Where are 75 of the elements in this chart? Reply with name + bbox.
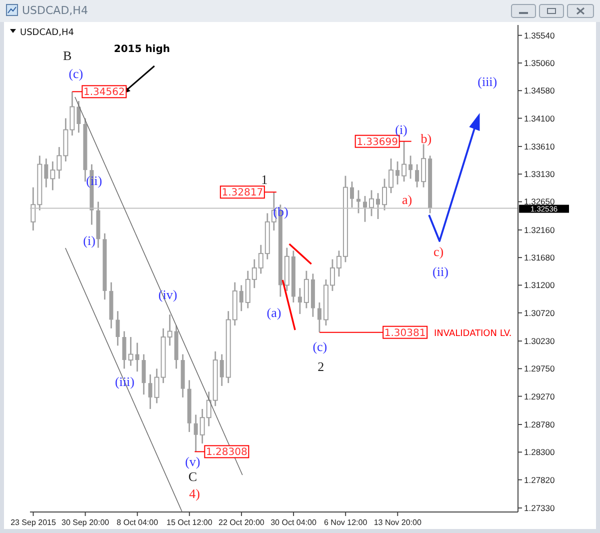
y-tick-label: 1.30720 <box>524 308 555 318</box>
y-tick-label: 1.34100 <box>524 113 555 124</box>
y-tick-label: 1.33610 <box>524 141 555 152</box>
annotation: (a) <box>266 305 282 320</box>
chart-subtitle: USDCAD,H4 <box>20 28 74 38</box>
y-tick-label: 1.35060 <box>524 58 555 68</box>
chart-title: USDCAD,H4 <box>22 4 88 17</box>
annotation: 1.28308 <box>206 447 248 458</box>
candlestick <box>44 158 48 188</box>
ref-line-label: INVALIDATION LV. <box>434 328 512 339</box>
candlestick <box>135 342 140 372</box>
annotation: 4) <box>189 486 200 501</box>
x-tick-label: 13 Nov 20:00 <box>374 518 422 527</box>
candlestick <box>116 310 120 346</box>
y-tick-label: 1.32160 <box>524 224 555 235</box>
annotation: 1.33699 <box>356 136 398 148</box>
annotation: b) <box>420 131 432 146</box>
y-tick-label: 1.29270 <box>524 391 555 402</box>
y-tick-label: 1.33130 <box>524 169 555 180</box>
candlestick <box>368 190 374 217</box>
x-tick-label: 8 Oct 04:00 <box>116 518 159 527</box>
candlestick <box>317 302 322 334</box>
annotation: (c) <box>68 66 84 81</box>
y-tick-label: 1.28300 <box>524 447 555 458</box>
y-tick-label: 1.35540 <box>524 30 555 40</box>
annotation: 1.32817 <box>222 188 264 199</box>
candlestick <box>76 100 81 134</box>
candlestick <box>239 284 244 312</box>
candlestick <box>408 154 413 180</box>
candlestick <box>142 354 146 396</box>
x-tick-label: 23 Sep 2015 <box>10 518 56 527</box>
x-tick-label: 30 Oct 04:00 <box>270 518 317 527</box>
y-tick-label: 1.27820 <box>524 474 555 485</box>
annotation: 1.30381 <box>384 328 426 339</box>
annotation: (ii) <box>432 264 448 279</box>
y-tick-label: 1.29750 <box>524 364 555 374</box>
y-tick-label: 1.34580 <box>524 86 555 96</box>
annotation: (iii) <box>478 74 498 89</box>
candlestick <box>396 160 400 186</box>
annotation: (c) <box>312 339 328 354</box>
candlestick <box>220 354 224 387</box>
annotation: B <box>62 48 72 63</box>
candlestick <box>194 414 198 452</box>
annotation: (v) <box>185 454 200 469</box>
candlestick <box>415 164 420 188</box>
annotation: (i) <box>395 122 408 137</box>
y-tick-label: 1.32650 <box>524 196 555 207</box>
x-tick-label: 6 Nov 12:00 <box>324 518 368 527</box>
candlestick <box>122 330 126 370</box>
x-tick-label: 30 Sep 20:00 <box>62 518 110 527</box>
candlestick <box>298 287 302 315</box>
candlestick <box>304 270 309 309</box>
annotation: a) <box>402 192 412 207</box>
candlestick <box>376 192 380 220</box>
annotation: (ii) <box>86 173 102 188</box>
x-tick-label: 22 Oct 20:00 <box>218 518 265 527</box>
y-tick-label: 1.31680 <box>524 252 555 263</box>
annotation: C <box>188 469 198 484</box>
candlestick <box>362 195 367 223</box>
y-tick-label: 1.28780 <box>524 420 555 430</box>
annotation: (b) <box>273 204 288 219</box>
candlestick <box>148 374 152 410</box>
candlestick <box>402 140 407 182</box>
candlestick <box>350 180 354 208</box>
x-tick-label: 15 Oct 12:00 <box>166 518 213 527</box>
annotation: 1.34562 <box>84 87 125 98</box>
y-tick-label: 1.27330 <box>524 502 555 513</box>
annotation: 2 <box>318 359 324 374</box>
annotation: (i) <box>83 233 96 248</box>
candlestick <box>128 336 134 366</box>
annotation: 1 <box>261 172 268 187</box>
annotation: c) <box>434 244 444 259</box>
y-tick-label: 1.31200 <box>524 280 555 290</box>
annotation: 2015 high <box>114 44 170 55</box>
y-tick-label: 1.30230 <box>524 336 555 346</box>
